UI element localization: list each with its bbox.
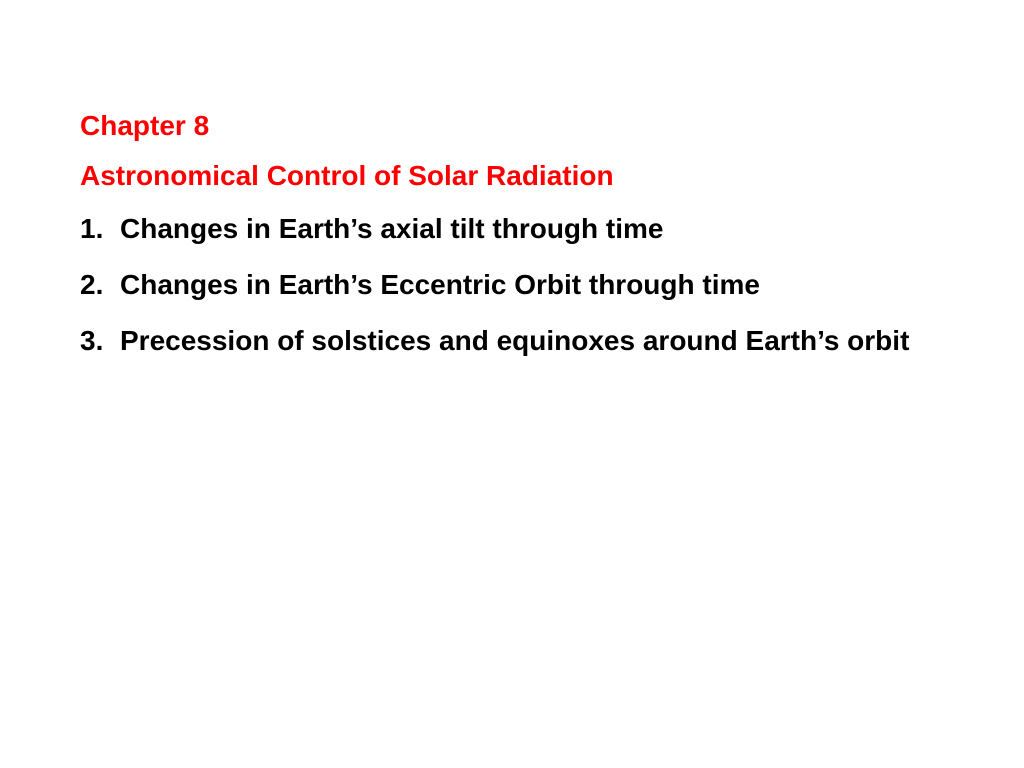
chapter-heading: Chapter 8 [80, 110, 944, 142]
slide-title: Astronomical Control of Solar Radiation [80, 160, 944, 192]
list-item: Changes in Earth’s Eccentric Orbit throu… [80, 266, 944, 304]
list-item: Changes in Earth’s axial tilt through ti… [80, 210, 944, 248]
list-item: Precession of solstices and equinoxes ar… [80, 322, 944, 360]
topic-list: Changes in Earth’s axial tilt through ti… [80, 210, 944, 359]
